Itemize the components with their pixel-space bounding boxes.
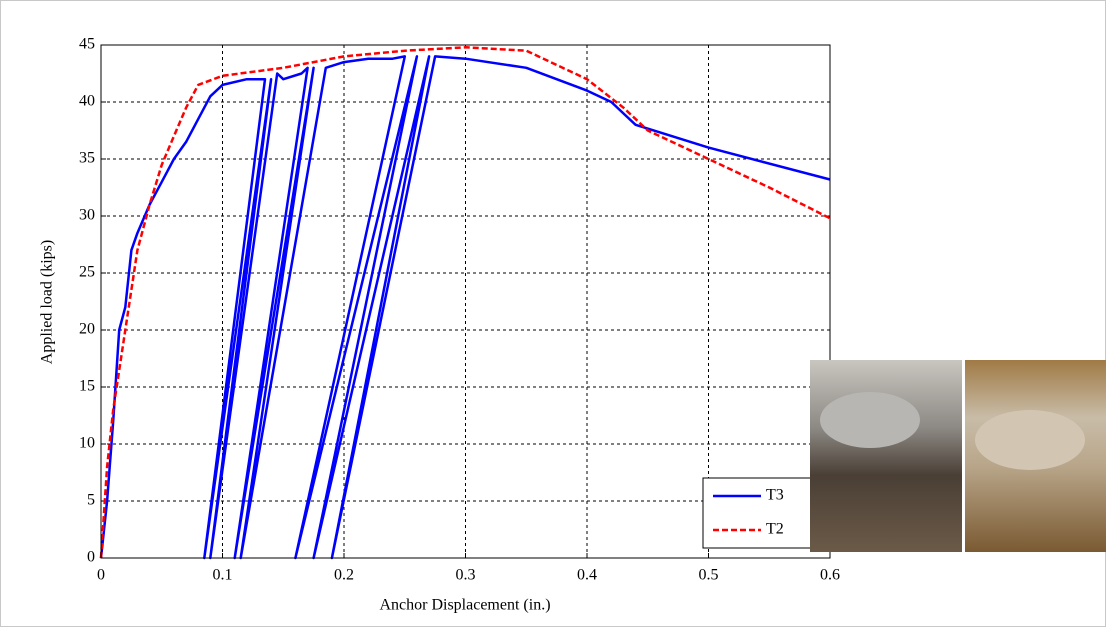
photo-detail — [975, 410, 1085, 470]
x-tick-label: 0.5 — [699, 567, 719, 584]
x-tick-label: 0.3 — [456, 567, 476, 584]
plot-border — [100, 44, 831, 559]
y-tick-label: 15 — [79, 378, 95, 395]
photo-detail — [820, 392, 920, 448]
y-axis-label: Applied load (kips) — [39, 240, 56, 364]
x-tick-label: 0 — [97, 567, 105, 584]
legend-label: T3 — [766, 487, 784, 504]
x-axis-label: Anchor Displacement (in.) — [379, 597, 550, 614]
y-tick-label: 20 — [79, 321, 95, 338]
y-tick-label: 40 — [79, 93, 95, 110]
series-line — [99, 46, 831, 559]
y-tick-label: 5 — [87, 492, 95, 509]
y-tick-label: 0 — [87, 549, 95, 566]
y-tick-label: 35 — [79, 150, 95, 167]
y-tick-label: 10 — [79, 435, 95, 452]
legend-box — [702, 477, 824, 549]
y-tick-label: 45 — [79, 36, 95, 53]
x-tick-label: 0.1 — [213, 567, 233, 584]
x-tick-label: 0.2 — [334, 567, 354, 584]
photo — [810, 360, 962, 552]
y-tick-label: 25 — [79, 264, 95, 281]
y-tick-label: 30 — [79, 207, 95, 224]
x-tick-label: 0.6 — [820, 567, 840, 584]
x-tick-label: 0.4 — [577, 567, 597, 584]
legend-label: T2 — [766, 521, 784, 538]
